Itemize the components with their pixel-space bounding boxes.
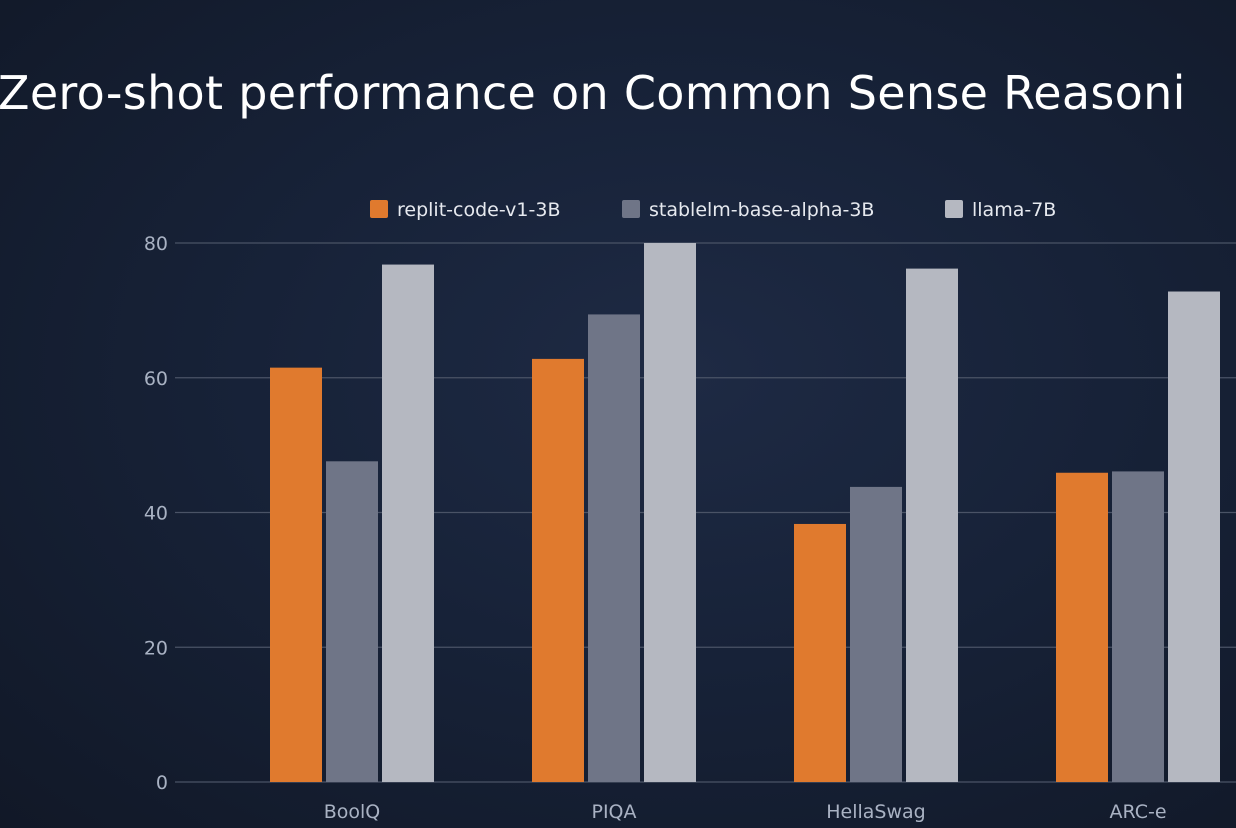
bar-boolq-series-3 — [382, 264, 434, 782]
legend: replit-code-v1-3B stablelm-base-alpha-3B l… — [370, 199, 1056, 221]
y-tick-label: 60 — [144, 368, 168, 390]
bar-piqa-series-3 — [644, 243, 696, 782]
bars — [270, 243, 1220, 782]
y-tick-label: 80 — [144, 233, 168, 255]
bar-hellaswag-series-3 — [906, 268, 958, 782]
legend-swatch — [370, 200, 388, 218]
legend-label: stablelm-base-alpha-3B — [649, 199, 874, 221]
bar-boolq-series-1 — [270, 367, 322, 782]
legend-swatch — [622, 200, 640, 218]
bar-hellaswag-series-1 — [794, 523, 846, 782]
x-tick-label: PIQA — [591, 801, 636, 823]
y-tick-label: 40 — [144, 503, 168, 525]
chart-title: Zero-shot performance on Common Sense Re… — [0, 66, 1186, 120]
bar-boolq-series-2 — [326, 461, 378, 782]
y-tick-label: 20 — [144, 637, 168, 659]
legend-label: llama-7B — [972, 199, 1056, 221]
bar-arc-e-series-2 — [1112, 471, 1164, 782]
bar-arc-e-series-1 — [1056, 472, 1108, 782]
axis-labels: 0 20 40 60 80 BoolQ PIQA HellaSwag ARC-e — [144, 233, 1167, 823]
y-tick-label: 0 — [156, 772, 168, 794]
bar-arc-e-series-3 — [1168, 291, 1220, 782]
legend-swatch — [945, 200, 963, 218]
legend-label: replit-code-v1-3B — [397, 199, 561, 221]
x-tick-label: HellaSwag — [826, 801, 925, 823]
bar-hellaswag-series-2 — [850, 486, 902, 782]
bar-piqa-series-2 — [588, 314, 640, 782]
x-tick-label: BoolQ — [324, 801, 381, 823]
x-tick-label: ARC-e — [1109, 801, 1166, 823]
bar-piqa-series-1 — [532, 358, 584, 782]
